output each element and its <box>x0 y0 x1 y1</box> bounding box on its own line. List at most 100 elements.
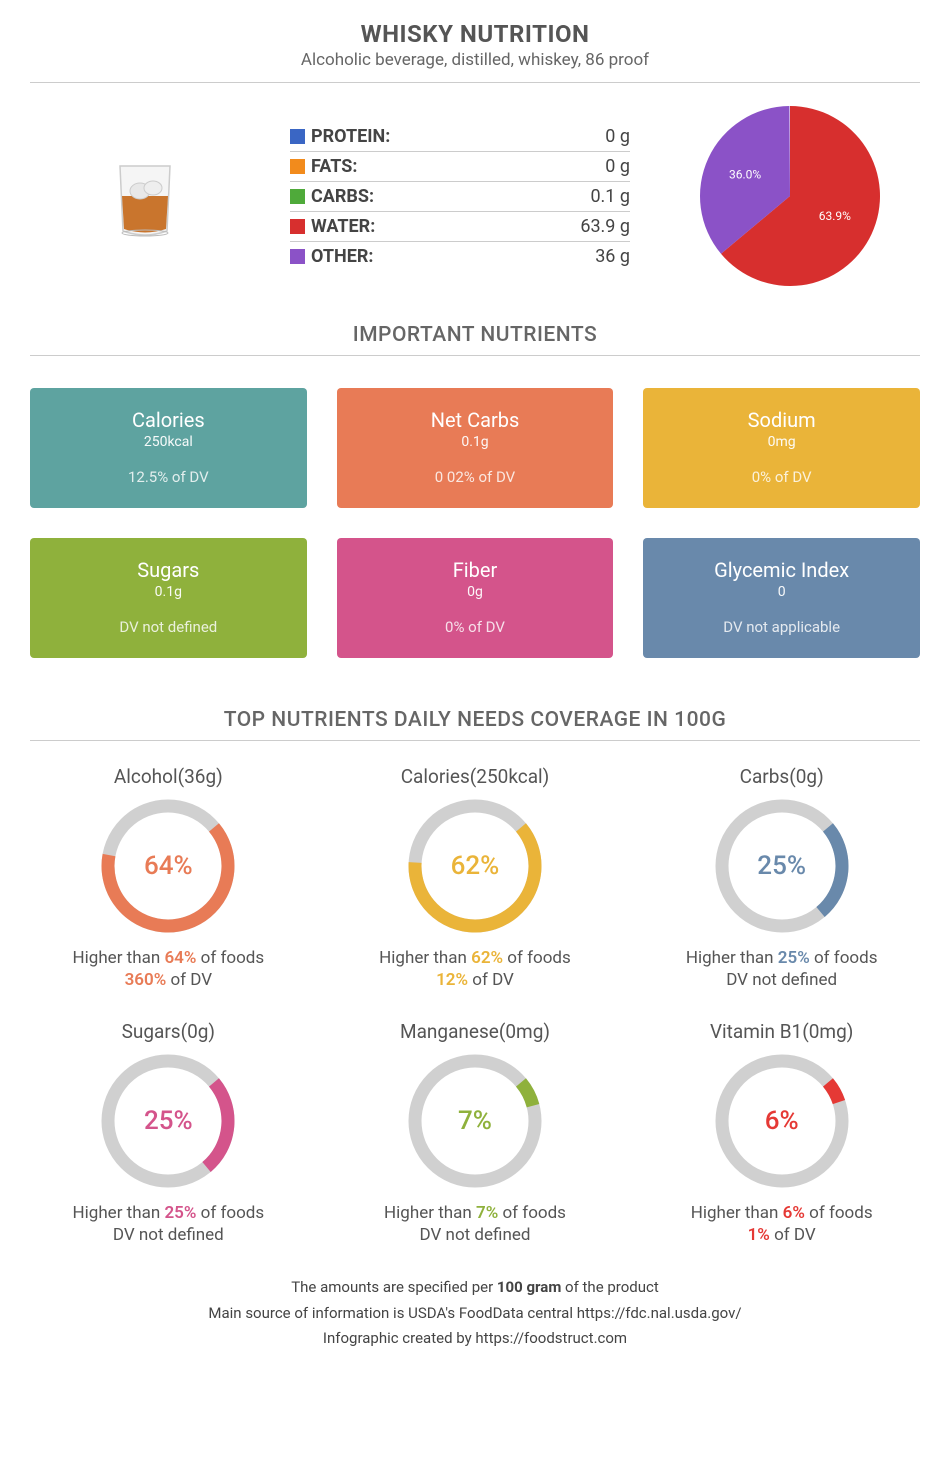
donut-title: Sugars(0g) <box>30 1020 307 1043</box>
nutrient-card: Sodium 0mg 0% of DV <box>643 388 920 508</box>
card-title: Calories <box>40 408 297 432</box>
donut-chart: 25% <box>712 796 852 936</box>
macro-value: 63.9 g <box>580 216 630 237</box>
footer-line-2: Main source of information is USDA's Foo… <box>30 1301 920 1327</box>
card-title: Fiber <box>347 558 604 582</box>
donut-percent: 25% <box>98 1051 238 1191</box>
footer-text: of the product <box>561 1278 658 1296</box>
card-value: 0mg <box>653 434 910 450</box>
macro-row: WATER:63.9 g <box>290 212 630 242</box>
macro-label: WATER: <box>311 216 580 237</box>
card-dv: DV not defined <box>40 618 297 636</box>
donut-dv-text: DV not defined <box>337 1225 614 1245</box>
nutrient-card: Fiber 0g 0% of DV <box>337 538 614 658</box>
donut-comparison-text: Higher than 62% of foods <box>337 948 614 968</box>
donut-comparison-text: Higher than 25% of foods <box>643 948 920 968</box>
donut-title: Alcohol(36g) <box>30 765 307 788</box>
footer-line-3: Infographic created by https://foodstruc… <box>30 1326 920 1352</box>
donut-comparison-text: Higher than 7% of foods <box>337 1203 614 1223</box>
macro-label: OTHER: <box>311 246 595 267</box>
card-value: 0 <box>653 584 910 600</box>
nutrient-card: Calories 250kcal 12.5% of DV <box>30 388 307 508</box>
card-value: 250kcal <box>40 434 297 450</box>
macro-value: 0 g <box>605 156 630 177</box>
card-value: 0.1g <box>40 584 297 600</box>
divider <box>30 82 920 83</box>
whisky-glass-icon <box>90 141 200 251</box>
footer-text: The amounts are specified per <box>291 1278 497 1296</box>
donut-dv-text: 1% of DV <box>643 1225 920 1245</box>
donut-percent: 62% <box>405 796 545 936</box>
macro-color-swatch <box>290 129 305 144</box>
page-title: WHISKY NUTRITION <box>30 20 920 48</box>
nutrient-card: Net Carbs 0.1g 0 02% of DV <box>337 388 614 508</box>
macro-color-swatch <box>290 249 305 264</box>
product-image <box>30 141 260 251</box>
donut-cell: Carbs(0g) 25% Higher than 25% of foodsDV n… <box>643 765 920 990</box>
donut-cell: Vitamin B1(0mg) 6% Higher than 6% of foods… <box>643 1020 920 1245</box>
footer: The amounts are specified per 100 gram o… <box>30 1275 920 1352</box>
donut-chart: 7% <box>405 1051 545 1191</box>
donut-chart: 6% <box>712 1051 852 1191</box>
macro-value: 0.1 g <box>590 186 630 207</box>
macro-row: FATS:0 g <box>290 152 630 182</box>
macro-row: PROTEIN:0 g <box>290 122 630 152</box>
donut-comparison-text: Higher than 6% of foods <box>643 1203 920 1223</box>
divider <box>30 355 920 356</box>
donut-chart: 25% <box>98 1051 238 1191</box>
card-value: 0g <box>347 584 604 600</box>
card-dv: 12.5% of DV <box>40 468 297 486</box>
card-dv: 0% of DV <box>347 618 604 636</box>
donut-title: Carbs(0g) <box>643 765 920 788</box>
donut-cell: Sugars(0g) 25% Higher than 25% of foodsDV … <box>30 1020 307 1245</box>
macro-value: 36 g <box>595 246 630 267</box>
donut-title: Manganese(0mg) <box>337 1020 614 1043</box>
macro-color-swatch <box>290 219 305 234</box>
card-dv: 0% of DV <box>653 468 910 486</box>
nutrient-cards-grid: Calories 250kcal 12.5% of DV Net Carbs 0.1g 0… <box>30 388 920 658</box>
pie-slice-label: 63.9% <box>819 209 851 223</box>
footer-line-1: The amounts are specified per 100 gram o… <box>30 1275 920 1301</box>
card-dv: 0 02% of DV <box>347 468 604 486</box>
macro-row: CARBS:0.1 g <box>290 182 630 212</box>
donut-cell: Manganese(0mg) 7% Higher than 7% of foodsD… <box>337 1020 614 1245</box>
macro-row: OTHER:36 g <box>290 242 630 271</box>
donut-percent: 7% <box>405 1051 545 1191</box>
donut-dv-text: DV not defined <box>643 970 920 990</box>
donut-title: Calories(250kcal) <box>337 765 614 788</box>
card-title: Sodium <box>653 408 910 432</box>
donut-percent: 25% <box>712 796 852 936</box>
divider <box>30 740 920 741</box>
macros-table: PROTEIN:0 gFATS:0 gCARBS:0.1 gWATER:63.9… <box>290 122 630 271</box>
card-title: Sugars <box>40 558 297 582</box>
pie-slice-label: 36.0% <box>729 167 761 181</box>
donut-percent: 64% <box>98 796 238 936</box>
donut-chart: 62% <box>405 796 545 936</box>
macro-color-swatch <box>290 159 305 174</box>
card-title: Net Carbs <box>347 408 604 432</box>
donut-title: Vitamin B1(0mg) <box>643 1020 920 1043</box>
page-subtitle: Alcoholic beverage, distilled, whiskey, … <box>30 50 920 70</box>
donut-dv-text: DV not defined <box>30 1225 307 1245</box>
macro-value: 0 g <box>605 126 630 147</box>
macro-label: CARBS: <box>311 186 590 207</box>
nutrient-card: Sugars 0.1g DV not defined <box>30 538 307 658</box>
donuts-grid: Alcohol(36g) 64% Higher than 64% of foods3… <box>30 765 920 1245</box>
donut-chart: 64% <box>98 796 238 936</box>
donut-dv-text: 12% of DV <box>337 970 614 990</box>
footer-bold: 100 gram <box>497 1278 561 1296</box>
macro-color-swatch <box>290 189 305 204</box>
donut-percent: 6% <box>712 1051 852 1191</box>
card-title: Glycemic Index <box>653 558 910 582</box>
donut-dv-text: 360% of DV <box>30 970 307 990</box>
card-value: 0.1g <box>347 434 604 450</box>
card-dv: DV not applicable <box>653 618 910 636</box>
nutrient-card: Glycemic Index 0 DV not applicable <box>643 538 920 658</box>
top-row: PROTEIN:0 gFATS:0 gCARBS:0.1 gWATER:63.9… <box>30 89 920 311</box>
pie-chart: 63.9% 36.0% <box>660 101 920 291</box>
section-heading-top: TOP NUTRIENTS DAILY NEEDS COVERAGE IN 10… <box>30 708 920 732</box>
donut-comparison-text: Higher than 25% of foods <box>30 1203 307 1223</box>
donut-cell: Alcohol(36g) 64% Higher than 64% of foods3… <box>30 765 307 990</box>
donut-comparison-text: Higher than 64% of foods <box>30 948 307 968</box>
macro-label: FATS: <box>311 156 605 177</box>
